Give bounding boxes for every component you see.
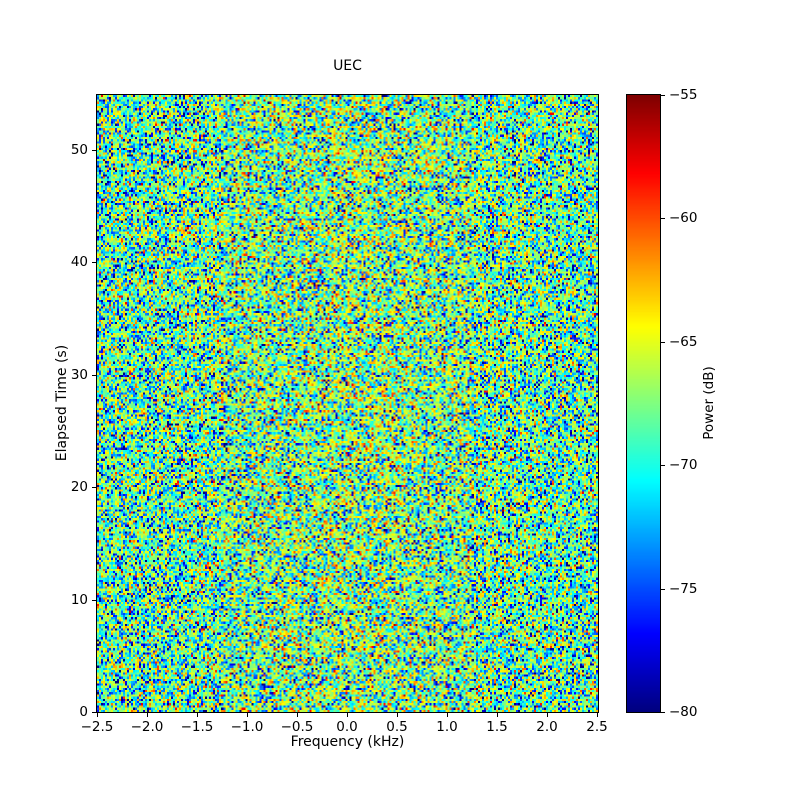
x-tick-mark xyxy=(97,713,98,717)
x-tick-label: 2.0 xyxy=(536,719,558,735)
colorbar-tick-mark xyxy=(661,95,665,96)
x-tick-label: −2.0 xyxy=(130,719,164,735)
x-tick-label: −1.5 xyxy=(180,719,214,735)
colorbar-tick-mark xyxy=(661,465,665,467)
x-tick-label: 2.5 xyxy=(586,719,608,735)
colorbar-tick-label: −65 xyxy=(669,333,698,350)
colorbar-tick-label: −70 xyxy=(669,457,698,474)
colorbar-tick-label: −75 xyxy=(669,580,698,597)
y-tick-mark xyxy=(92,599,96,601)
x-tick-mark xyxy=(247,713,248,717)
x-tick-mark xyxy=(547,713,548,717)
x-axis-label: Frequency (kHz) xyxy=(290,734,405,750)
colorbar-tick-mark xyxy=(661,712,665,713)
colorbar-label: Power (dB) xyxy=(701,366,717,440)
y-tick-mark xyxy=(92,487,96,489)
y-tick-label: 10 xyxy=(70,591,88,608)
colorbar-tick-mark xyxy=(661,588,665,590)
y-tick-mark xyxy=(92,712,96,713)
colorbar-frame xyxy=(626,94,661,713)
x-tick-label: 0.0 xyxy=(336,719,358,735)
plot-area-frame xyxy=(96,94,599,713)
y-tick-label: 20 xyxy=(70,479,88,496)
x-tick-mark xyxy=(197,713,198,717)
y-tick-label: 40 xyxy=(70,254,88,271)
y-tick-mark xyxy=(92,262,96,264)
x-tick-mark xyxy=(297,713,298,717)
x-tick-mark xyxy=(347,713,348,717)
colorbar-tick-label: −55 xyxy=(669,87,698,103)
x-tick-label: −0.5 xyxy=(280,719,314,735)
y-tick-mark xyxy=(92,150,96,152)
x-tick-label: −2.5 xyxy=(80,719,114,735)
x-tick-mark xyxy=(597,713,598,717)
x-tick-label: 1.0 xyxy=(436,719,458,735)
colorbar-tick-mark xyxy=(661,341,665,343)
x-tick-mark xyxy=(397,713,398,717)
x-tick-mark xyxy=(147,713,148,717)
colorbar-tick-label: −60 xyxy=(669,210,698,227)
colorbar-tick-mark xyxy=(661,218,665,220)
y-tick-label: 50 xyxy=(70,142,88,159)
colorbar-gradient-canvas xyxy=(627,95,660,712)
spectrogram-heatmap-canvas xyxy=(97,95,598,712)
y-tick-mark xyxy=(92,374,96,376)
y-tick-label: 0 xyxy=(79,704,88,720)
figure-title: UEC xyxy=(333,57,362,74)
x-tick-label: −1.0 xyxy=(230,719,264,735)
x-tick-label: 0.5 xyxy=(386,719,408,735)
x-tick-label: 1.5 xyxy=(486,719,508,735)
colorbar-tick-label: −80 xyxy=(669,704,698,720)
x-tick-mark xyxy=(447,713,448,717)
y-axis-label: Elapsed Time (s) xyxy=(54,344,70,462)
y-tick-label: 30 xyxy=(70,366,88,383)
x-tick-mark xyxy=(497,713,498,717)
